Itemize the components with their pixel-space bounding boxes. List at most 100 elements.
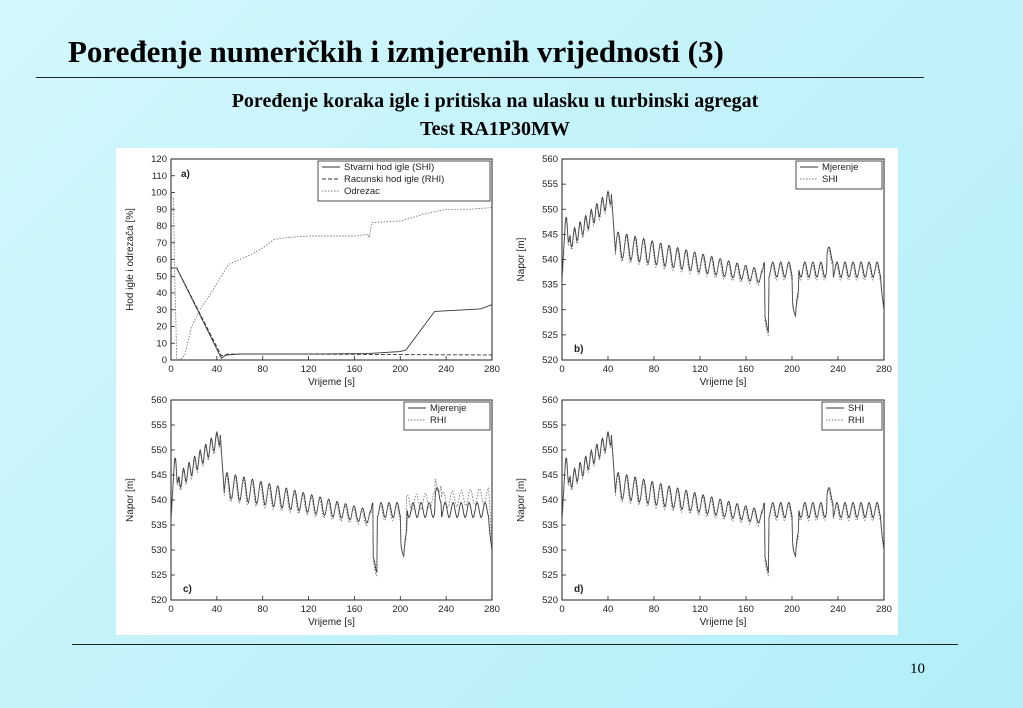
- legend-entry: SHI: [848, 403, 864, 414]
- y-tick-label: 545: [542, 229, 558, 240]
- series-line-2: [171, 267, 492, 357]
- x-tick-label: 40: [212, 364, 223, 375]
- y-tick-label: 80: [156, 221, 167, 232]
- x-tick-label: 80: [649, 364, 660, 375]
- x-tick-label: 160: [738, 604, 754, 615]
- y-axis-label: Hod igle i odrezača [%]: [125, 208, 136, 311]
- x-tick-label: 40: [603, 604, 614, 615]
- y-tick-label: 0: [162, 355, 167, 366]
- legend-entry: RHI: [848, 415, 864, 426]
- y-tick-label: 535: [542, 280, 558, 291]
- y-tick-label: 555: [151, 420, 167, 431]
- y-tick-label: 520: [151, 595, 167, 606]
- y-tick-label: 530: [542, 545, 558, 556]
- y-tick-label: 90: [156, 204, 167, 215]
- legend-entry: Mjerenje: [822, 162, 858, 173]
- x-tick-label: 240: [830, 604, 846, 615]
- y-tick-label: 60: [156, 255, 167, 266]
- y-tick-label: 40: [156, 288, 167, 299]
- legend-box: [795, 160, 883, 190]
- x-axis-label: Vrijeme [s]: [700, 377, 747, 388]
- y-tick-label: 30: [156, 305, 167, 316]
- x-tick-label: 0: [559, 604, 564, 615]
- x-axis-label: Vrijeme [s]: [700, 617, 747, 628]
- x-tick-label: 160: [346, 604, 362, 615]
- y-tick-label: 545: [542, 470, 558, 481]
- y-tick-label: 10: [156, 338, 167, 349]
- legend-entry: SHI: [822, 174, 838, 185]
- panel-label: c): [183, 584, 192, 595]
- x-tick-label: 80: [257, 364, 268, 375]
- y-tick-label: 560: [542, 154, 558, 165]
- y-tick-label: 525: [542, 330, 558, 341]
- page-number: 10: [910, 661, 925, 677]
- chart-3: 0 40 80 120 160 200 240 280 520 525 530 535 540 545 55…: [125, 395, 500, 628]
- y-tick-label: 555: [542, 179, 558, 190]
- y-tick-label: 550: [542, 204, 558, 215]
- x-axis-label: Vrijeme [s]: [308, 377, 355, 388]
- series-line-2: [562, 433, 884, 577]
- x-tick-label: 280: [484, 364, 500, 375]
- y-tick-label: 550: [542, 445, 558, 456]
- y-tick-label: 530: [151, 545, 167, 556]
- x-tick-label: 240: [830, 364, 846, 375]
- y-axis-label: Napor [m]: [125, 478, 136, 522]
- legend-entry: RHI: [430, 415, 446, 426]
- legend-entry: Odrezac: [344, 186, 380, 197]
- y-tick-label: 560: [151, 395, 167, 406]
- x-tick-label: 80: [257, 604, 268, 615]
- y-tick-label: 110: [152, 171, 167, 182]
- y-tick-label: 20: [156, 322, 167, 333]
- panel-label: a): [181, 169, 190, 180]
- chart-4: 0 40 80 120 160 200 240 280 520 525 530 535 540 545 55…: [516, 395, 892, 628]
- x-tick-label: 200: [392, 604, 408, 615]
- series-line-2: [171, 433, 492, 577]
- slide-subtitle: Poređenje koraka igle i pritiska na ulas…: [231, 90, 759, 112]
- y-tick-label: 520: [542, 355, 558, 366]
- x-tick-label: 120: [692, 364, 708, 375]
- y-axis-label: Napor [m]: [516, 237, 527, 281]
- x-tick-label: 280: [876, 604, 892, 615]
- y-tick-label: 540: [151, 495, 167, 506]
- legend-entry: Stvarni hod igle (SHI): [344, 162, 434, 173]
- chart-1: 0 40 80 120 160 200 240 280 0 10 20 30 40 50 60 70 80 90 1…: [125, 154, 500, 388]
- x-tick-label: 120: [301, 604, 317, 615]
- legend: Stvarni hod igle (SHI)Racunski hod igle …: [317, 160, 491, 202]
- y-tick-label: 555: [542, 420, 558, 431]
- legend-box: [317, 160, 491, 202]
- x-tick-label: 120: [692, 604, 708, 615]
- x-tick-label: 280: [876, 364, 892, 375]
- y-tick-label: 540: [542, 255, 558, 266]
- chart-2: 0 40 80 120 160 200 240 280 520 525 530 535 540 545 55…: [516, 154, 892, 388]
- x-tick-label: 240: [438, 604, 454, 615]
- x-axis-label: Vrijeme [s]: [308, 617, 355, 628]
- x-tick-label: 200: [784, 604, 800, 615]
- series-line-1: [562, 190, 884, 333]
- y-tick-label: 520: [542, 595, 558, 606]
- y-axis-label: Napor [m]: [516, 478, 527, 522]
- series-line-3: [171, 197, 492, 360]
- x-tick-label: 0: [559, 364, 564, 375]
- x-tick-label: 280: [484, 604, 500, 615]
- panel-label: b): [574, 344, 583, 355]
- series-line-2: [562, 193, 884, 337]
- footer-rule: [72, 644, 958, 645]
- series-line-1: [562, 430, 884, 573]
- legend-entry: Mjerenje: [430, 403, 466, 414]
- y-tick-label: 545: [151, 470, 167, 481]
- x-tick-label: 80: [649, 604, 660, 615]
- y-tick-label: 540: [542, 495, 558, 506]
- legend-box: [821, 401, 883, 431]
- series-line-1: [171, 267, 492, 359]
- x-tick-label: 0: [168, 604, 173, 615]
- x-tick-label: 160: [346, 364, 362, 375]
- y-tick-label: 50: [156, 271, 167, 282]
- series-line-1: [171, 430, 492, 573]
- y-tick-label: 525: [542, 570, 558, 581]
- x-tick-label: 40: [603, 364, 614, 375]
- x-tick-label: 40: [212, 604, 223, 615]
- y-tick-label: 535: [542, 520, 558, 531]
- title-underline: [36, 77, 924, 78]
